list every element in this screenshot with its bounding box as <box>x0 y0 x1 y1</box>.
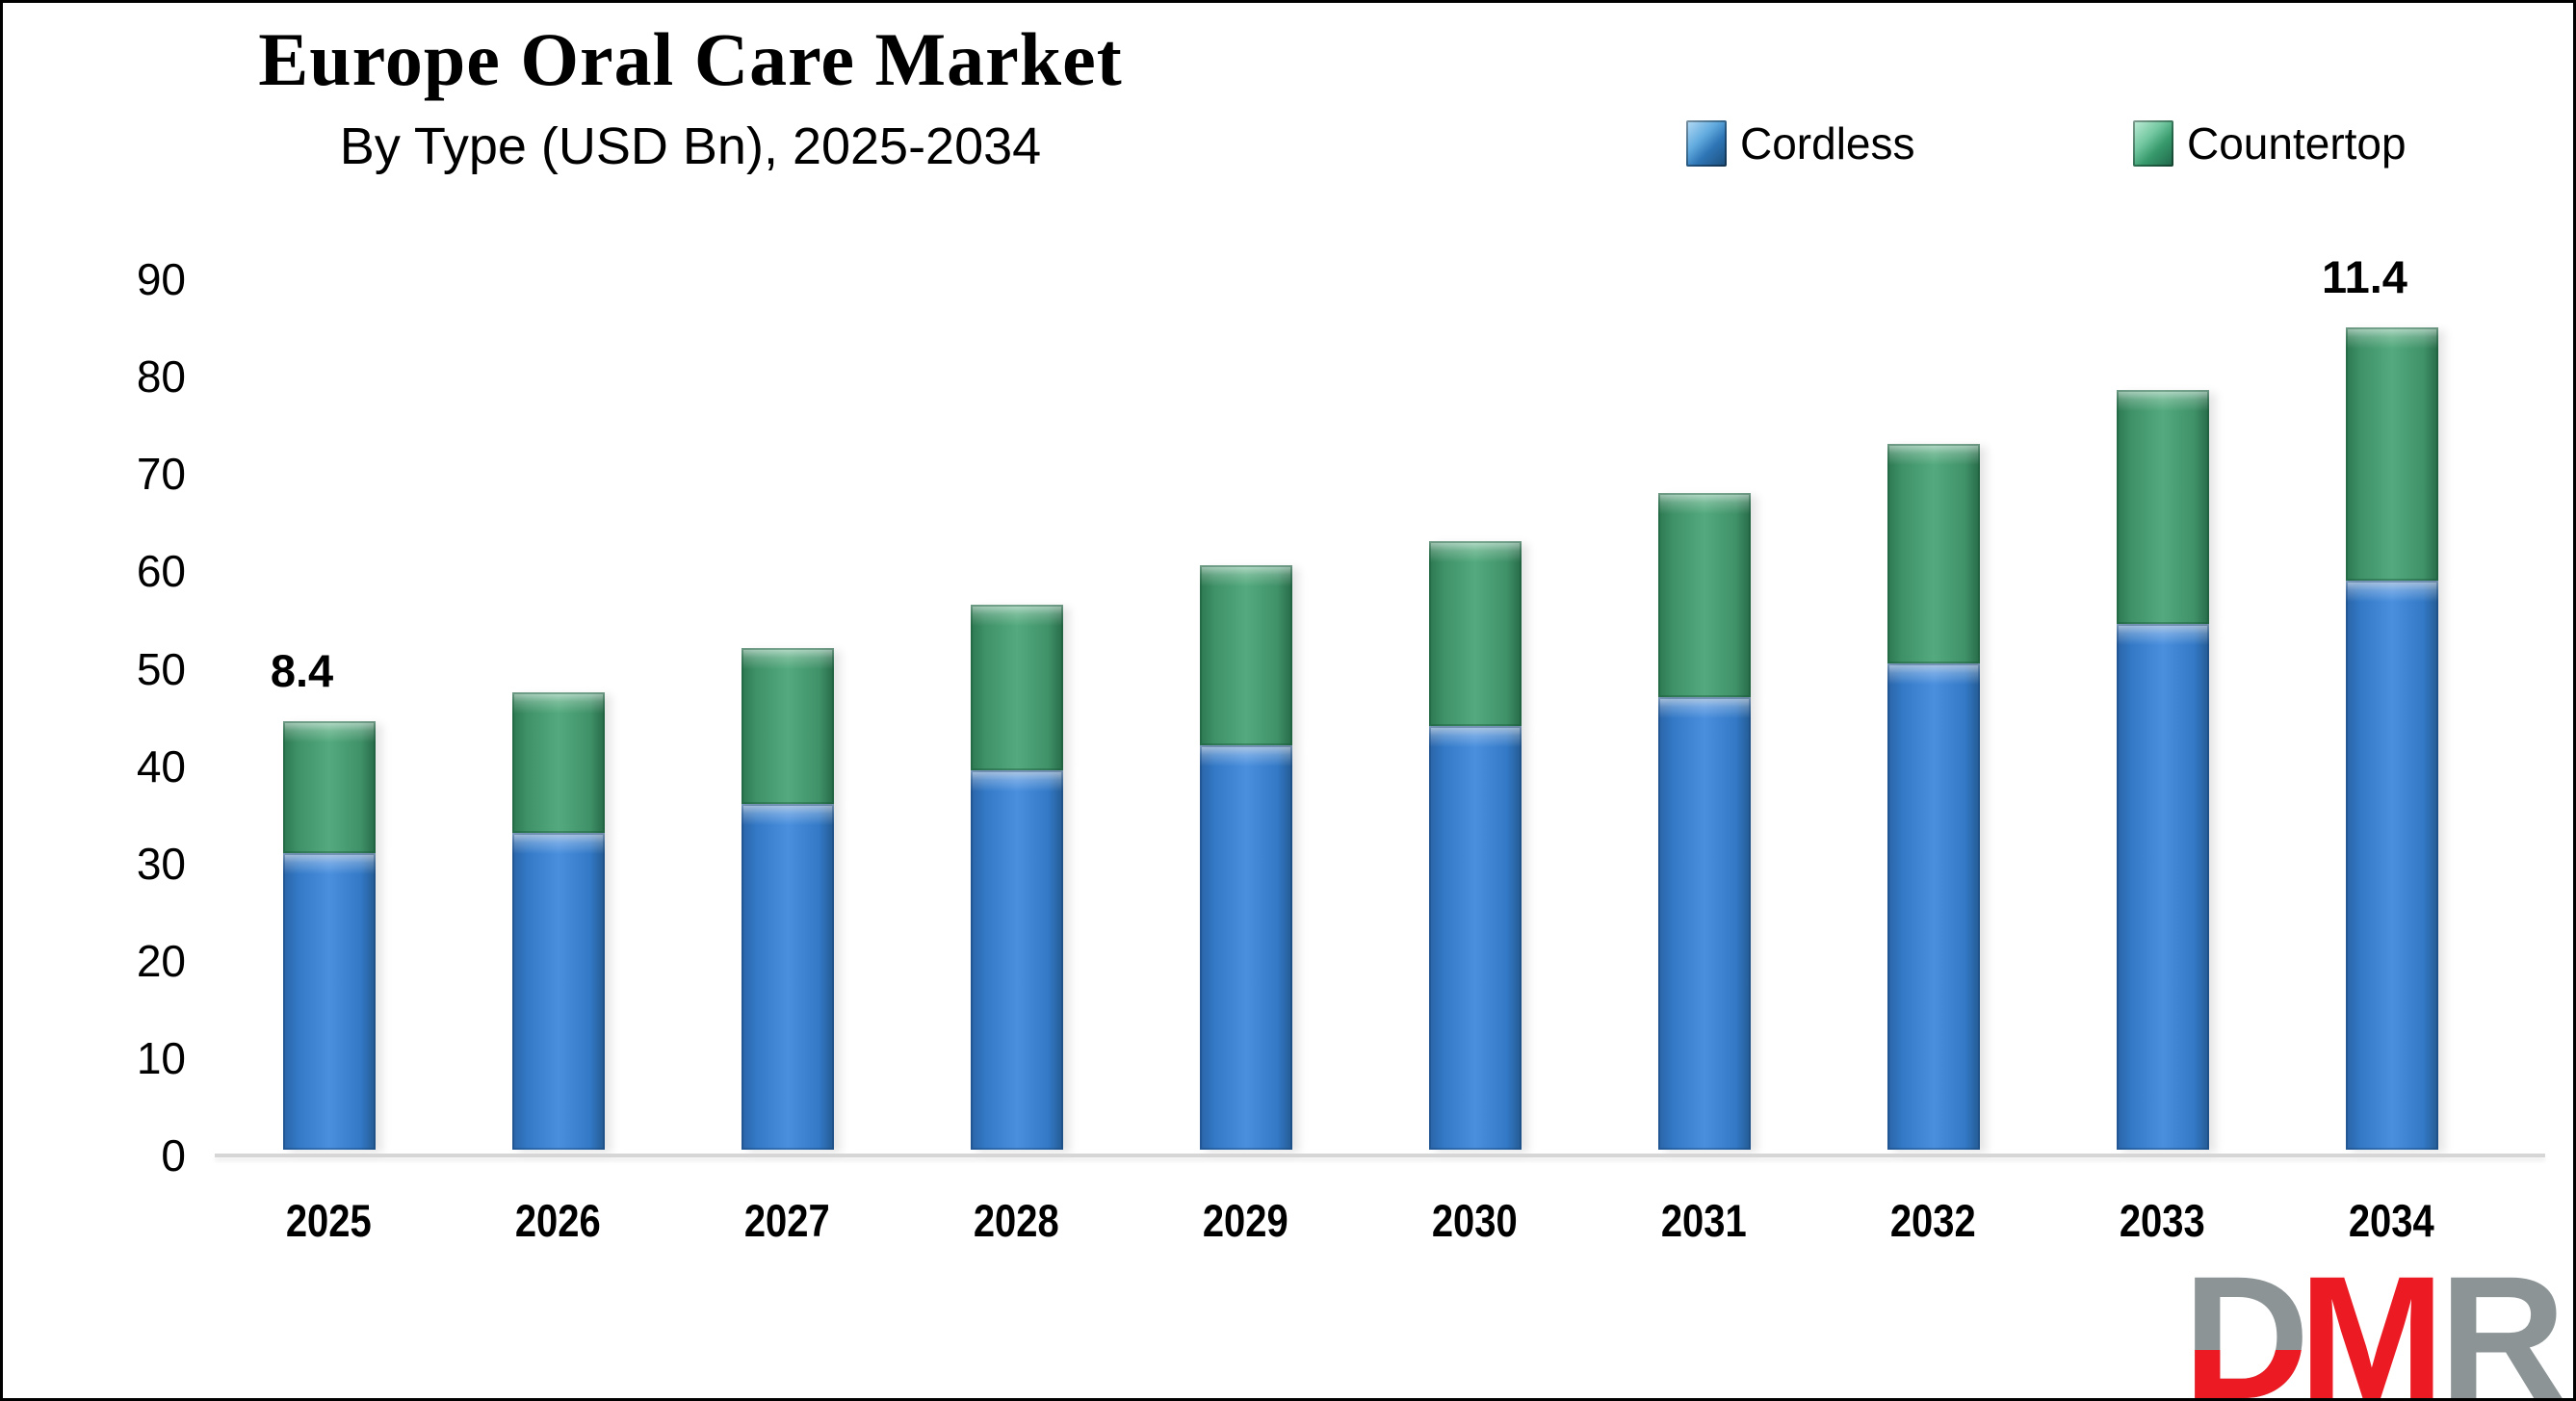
x-axis-label-2033: 2033 <box>2047 1195 2278 1247</box>
bar-segment-countertop-2027 <box>741 648 834 805</box>
bar-segment-cordless-2028 <box>970 769 1063 1150</box>
logo-letter-d-red-accent: D <box>2187 1258 2309 1401</box>
x-axis-label-text: 2031 <box>1661 1195 1747 1246</box>
y-axis-tick-label-40: 40 <box>136 740 186 791</box>
x-axis-label-2029: 2029 <box>1131 1195 1362 1247</box>
x-axis-label-2032: 2032 <box>1818 1195 2049 1247</box>
y-axis-tick-label-90: 90 <box>136 254 186 305</box>
bar-segment-countertop-2034 <box>2345 326 2438 581</box>
x-axis-label-text: 2030 <box>1432 1195 1518 1246</box>
bar-segment-countertop-2033 <box>2116 390 2209 625</box>
bar-segment-cordless-2029 <box>1199 745 1292 1150</box>
bar-segment-countertop-2025 <box>282 721 376 853</box>
dmr-logo: D D M R <box>2187 1258 2565 1401</box>
data-label-2025: 8.4 <box>270 645 334 697</box>
y-axis-tick-label-30: 30 <box>136 838 186 889</box>
y-axis-tick-label-80: 80 <box>136 351 186 402</box>
legend-item-countertop: Countertop <box>2133 117 2407 170</box>
x-axis-label-2026: 2026 <box>443 1195 674 1247</box>
x-axis-label-text: 2032 <box>1890 1195 1976 1246</box>
legend-item-cordless: Cordless <box>1686 117 1915 170</box>
bar-segment-cordless-2033 <box>2116 624 2209 1150</box>
y-axis-tick-label-20: 20 <box>136 935 186 986</box>
bar-segment-cordless-2032 <box>1886 662 1980 1150</box>
bar-segment-countertop-2026 <box>511 691 605 834</box>
bar-segment-countertop-2028 <box>970 604 1063 770</box>
legend-label-cordless: Cordless <box>1740 118 1915 169</box>
bar-segment-countertop-2031 <box>1657 492 1751 697</box>
y-axis-tick-label-70: 70 <box>136 449 186 500</box>
cordless-swatch-icon <box>1686 120 1727 167</box>
x-axis-label-text: 2034 <box>2349 1195 2434 1246</box>
x-axis-label-text: 2028 <box>974 1195 1059 1246</box>
x-axis-label-2028: 2028 <box>901 1195 1132 1247</box>
bar-segment-countertop-2030 <box>1428 541 1522 727</box>
countertop-swatch-icon <box>2133 120 2173 167</box>
x-axis-line <box>215 1154 2545 1157</box>
data-label-2034: 11.4 <box>2322 250 2407 302</box>
bar-segment-cordless-2031 <box>1657 696 1751 1150</box>
y-axis-tick-label-10: 10 <box>136 1032 186 1083</box>
bar-segment-cordless-2034 <box>2345 580 2438 1150</box>
y-axis-tick-label-50: 50 <box>136 643 186 694</box>
x-axis-label-text: 2033 <box>2120 1195 2205 1246</box>
x-axis-label-2031: 2031 <box>1589 1195 1820 1247</box>
chart-title: Europe Oral Care Market <box>258 17 1123 101</box>
logo-letter-d: D <box>2187 1258 2309 1401</box>
x-axis-label-2034: 2034 <box>2277 1195 2508 1247</box>
logo-letter-r: R <box>2439 1258 2565 1401</box>
y-axis-tick-label-0: 0 <box>161 1130 186 1180</box>
x-axis-label-text: 2026 <box>515 1195 601 1246</box>
x-axis-label-text: 2029 <box>1203 1195 1288 1246</box>
x-axis-label-2025: 2025 <box>214 1195 445 1247</box>
bar-segment-countertop-2029 <box>1199 565 1292 746</box>
chart-subtitle: By Type (USD Bn), 2025-2034 <box>339 117 1042 175</box>
x-axis-label-2027: 2027 <box>672 1195 903 1247</box>
y-axis-tick-label-60: 60 <box>136 546 186 597</box>
bar-segment-cordless-2026 <box>511 833 605 1150</box>
bar-segment-cordless-2027 <box>741 804 834 1150</box>
logo-letter-m: M <box>2299 1258 2445 1401</box>
legend-label-countertop: Countertop <box>2187 118 2407 169</box>
bar-segment-countertop-2032 <box>1886 444 1980 663</box>
x-axis-label-text: 2025 <box>286 1195 372 1246</box>
x-axis-label-text: 2027 <box>744 1195 830 1246</box>
bar-segment-cordless-2030 <box>1428 726 1522 1150</box>
x-axis-label-2030: 2030 <box>1360 1195 1591 1247</box>
bar-segment-cordless-2025 <box>282 852 376 1150</box>
